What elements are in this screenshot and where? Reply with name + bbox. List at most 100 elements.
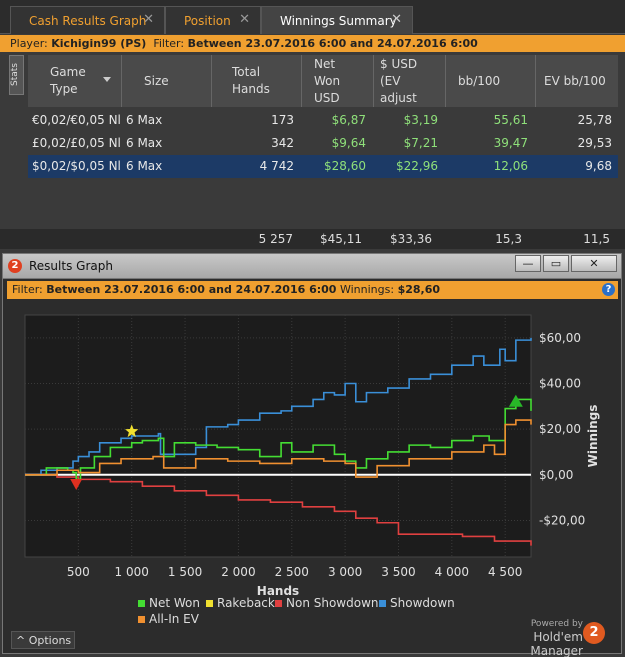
header-text: EV bb/100 — [544, 73, 606, 88]
legend-label: All-In EV — [149, 612, 200, 626]
y-tick-label: -$20,00 — [539, 513, 585, 527]
filter-label: Filter: — [153, 37, 185, 50]
legend-swatch — [138, 616, 145, 623]
col-net-won[interactable]: Net Won USD — [302, 55, 374, 107]
tab-winnings-summary[interactable]: Winnings Summary ✕ — [261, 6, 413, 34]
help-icon[interactable]: ? — [602, 283, 615, 296]
col-ev-bb100[interactable]: EV bb/100 — [536, 55, 618, 107]
cell-bb100: 55,61 — [493, 113, 528, 127]
header-text: Total — [232, 65, 261, 79]
header-text: bb/100 — [458, 73, 501, 88]
series-line-net-won — [25, 398, 532, 481]
cell-ev-bb100: 29,53 — [577, 136, 612, 150]
powered-by-text: Powered by — [530, 619, 583, 629]
player-label: Player: — [10, 37, 48, 50]
window-title: Results Graph — [29, 259, 113, 273]
results-line-chart: 500 1 000 1 500 2 000 2 500 3 000 3 500 4 000 4 … — [24, 314, 600, 626]
total-ev-usd: $33,36 — [390, 232, 432, 246]
x-tick-label: 1 000 — [115, 565, 149, 579]
x-tick-label: 4 500 — [488, 565, 522, 579]
header-text: Won — [314, 73, 341, 88]
totals-row: 5 257 $45,11 $33,36 15,3 11,5 — [0, 229, 625, 249]
brand-name: Hold'em Manager — [530, 630, 583, 657]
close-button[interactable]: ✕ — [571, 255, 617, 272]
x-tick-label: 500 — [67, 565, 90, 579]
header-text: Size — [144, 73, 169, 88]
total-net-won: $45,11 — [320, 232, 362, 246]
winnings-value: $28,60 — [397, 283, 441, 296]
y-tick-label: $60,00 — [539, 331, 581, 345]
window-title-bar[interactable]: 2 Results Graph — ▭ ✕ — [3, 254, 621, 279]
close-icon[interactable]: ✕ — [239, 12, 250, 27]
legend-label: Net Won — [149, 596, 200, 610]
x-tick-label: 2 000 — [221, 565, 255, 579]
x-tick-label: 1 500 — [168, 565, 202, 579]
x-axis-label: Hands — [257, 584, 299, 598]
winnings-label: Winnings: — [339, 283, 395, 296]
cell-bb100: 39,47 — [493, 136, 528, 150]
winnings-table: Stats Game Type Size Total Hands Net Won… — [0, 53, 625, 249]
header-text: Type — [50, 82, 78, 96]
close-icon[interactable]: ✕ — [391, 12, 402, 27]
cell-size: 6 Max — [126, 113, 163, 127]
col-game-type[interactable]: Game Type — [28, 55, 122, 107]
cell-size: 6 Max — [126, 159, 163, 173]
table-header: Game Type Size Total Hands Net Won USD $… — [28, 55, 618, 107]
tab-position[interactable]: Position ✕ — [165, 6, 261, 34]
filter-bar: Player: Kichigin99 (PS) Filter: Between … — [0, 35, 625, 52]
triangle-up-marker — [508, 394, 523, 407]
cell-game-type: €0,02/€0,05 Nl — [32, 113, 121, 127]
tab-label: Winnings Summary — [280, 13, 397, 28]
cell-ev-usd: $3,19 — [403, 113, 438, 127]
header-text: adjust — [380, 90, 417, 105]
legend-label: Showdown — [390, 596, 455, 610]
results-graph-window: 2 Results Graph — ▭ ✕ Filter: Between 23… — [2, 253, 622, 657]
options-button[interactable]: ^ Options — [11, 631, 75, 649]
plot-area — [24, 314, 532, 558]
table-row[interactable]: €0,02/€0,05 Nl 6 Max 173 $6,87 $3,19 55,… — [28, 109, 618, 132]
x-tick-label: 4 000 — [435, 565, 469, 579]
cell-ev-usd: $7,21 — [403, 136, 438, 150]
sort-down-icon — [103, 77, 111, 82]
col-bb100[interactable]: bb/100 — [446, 55, 536, 107]
legend-swatch — [275, 600, 282, 607]
cell-net-won: $28,60 — [324, 159, 366, 173]
cell-game-type: $0,02/$0,05 Nl — [32, 159, 121, 173]
close-icon[interactable]: ✕ — [143, 12, 154, 27]
x-tick-label: 3 500 — [381, 565, 415, 579]
cell-total-hands: 173 — [271, 113, 294, 127]
cell-game-type: £0,02/£0,05 Nl — [32, 136, 121, 150]
holdem-manager-logo-icon: 2 — [583, 622, 605, 644]
cell-total-hands: 342 — [271, 136, 294, 150]
total-bb100: 15,3 — [495, 232, 522, 246]
legend-swatch — [206, 600, 213, 607]
col-total-hands[interactable]: Total Hands — [212, 55, 302, 107]
tab-cash-results-graph[interactable]: Cash Results Graph ✕ — [10, 6, 165, 34]
filter-value: Between 23.07.2016 6:00 and 24.07.2016 6… — [46, 283, 337, 296]
col-ev-usd[interactable]: $ USD (EV adjust — [374, 55, 446, 107]
legend-label: Rakeback — [217, 596, 275, 610]
y-tick-label: $0,00 — [539, 468, 573, 482]
cell-ev-usd: $22,96 — [396, 159, 438, 173]
restore-button[interactable]: ▭ — [543, 255, 569, 272]
cell-bb100: 12,06 — [493, 159, 528, 173]
minimize-button[interactable]: — — [515, 255, 541, 272]
header-text: Net — [314, 56, 336, 71]
stats-side-tab[interactable]: Stats — [9, 55, 24, 95]
filter-value: Between 23.07.2016 6:00 and 24.07.2016 6… — [187, 37, 478, 50]
cell-net-won: $6,87 — [331, 113, 366, 127]
header-text: Game — [50, 65, 86, 79]
legend-swatch — [138, 600, 145, 607]
header-text: Hands — [232, 82, 270, 96]
y-axis-label: Winnings — [586, 405, 600, 468]
series-line-non-showdown — [25, 474, 532, 546]
col-size[interactable]: Size — [122, 55, 212, 107]
table-row-selected[interactable]: $0,02/$0,05 Nl 6 Max 4 742 $28,60 $22,96… — [28, 155, 618, 178]
player-value: Kichigin99 (PS) — [51, 37, 147, 50]
x-tick-label: 3 000 — [328, 565, 362, 579]
options-label: Options — [28, 634, 72, 647]
table-row[interactable]: £0,02/£0,05 Nl 6 Max 342 $9,64 $7,21 39,… — [28, 132, 618, 155]
cell-size: 6 Max — [126, 136, 163, 150]
tab-label: Cash Results Graph — [29, 13, 147, 28]
legend-swatch — [379, 600, 386, 607]
